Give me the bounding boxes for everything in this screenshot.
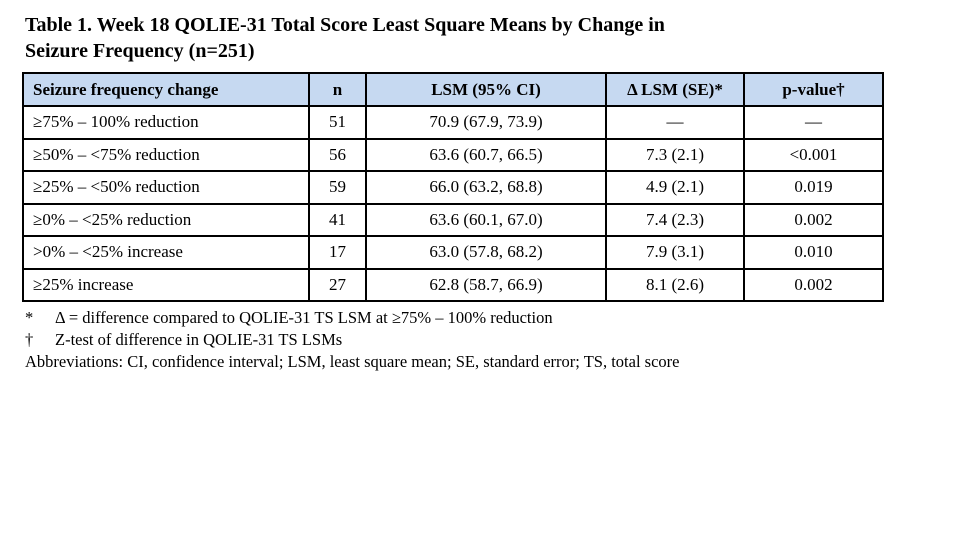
table-title-line1: Table 1. Week 18 QOLIE-31 Total Score Le… <box>25 14 665 36</box>
table-cell: ≥25% increase <box>22 267 310 302</box>
table-row: ≥50% – <75% reduction 56 63.6 (60.7, 66.5)… <box>22 137 884 172</box>
table-cell: 59 <box>308 170 367 205</box>
table-row: >0% – <25% increase 17 63.0 (57.8, 68.2) 7.… <box>22 235 884 270</box>
table-row: ≥25% increase 27 62.8 (58.7, 66.9) 8.1 (2.6… <box>22 267 884 302</box>
footnote-ztest: † Z-test of difference in QOLIE-31 TS LS… <box>25 329 960 351</box>
table-cell: 17 <box>308 235 367 270</box>
footnote-delta: * Δ = difference compared to QOLIE-31 TS… <box>25 307 960 329</box>
table-cell: 51 <box>308 105 367 140</box>
table-header-row: Seizure frequency change n LSM (95% CI) Δ L… <box>22 72 884 107</box>
abbreviations-line: Abbreviations: CI, confidence interval; … <box>25 352 680 371</box>
table-cell: ≥75% – 100% reduction <box>22 105 310 140</box>
column-header: Δ LSM (SE)* <box>605 72 745 107</box>
table-body: ≥75% – 100% reduction 51 70.9 (67.9, 73.9)… <box>22 105 884 302</box>
table-cell: 7.3 (2.1) <box>605 137 745 172</box>
table-cell: >0% – <25% increase <box>22 235 310 270</box>
table-cell: 0.002 <box>743 267 884 302</box>
table-title-line2: Seizure Frequency (n=251) <box>25 40 255 62</box>
table-cell: 63.6 (60.1, 67.0) <box>365 202 607 237</box>
column-header: LSM (95% CI) <box>365 72 607 107</box>
table-cell: <0.001 <box>743 137 884 172</box>
table-cell: ≥50% – <75% reduction <box>22 137 310 172</box>
footnotes: * Δ = difference compared to QOLIE-31 TS… <box>25 307 960 373</box>
table-cell: 0.019 <box>743 170 884 205</box>
column-header: Seizure frequency change <box>22 72 310 107</box>
table-title: Table 1. Week 18 QOLIE-31 Total Score Le… <box>25 12 960 64</box>
table-cell: 0.010 <box>743 235 884 270</box>
table-row: ≥0% – <25% reduction 41 63.6 (60.1, 67.0) 7… <box>22 202 884 237</box>
table-row: ≥25% – <50% reduction 59 66.0 (63.2, 68.8)… <box>22 170 884 205</box>
table-cell: 63.6 (60.7, 66.5) <box>365 137 607 172</box>
table-cell: 41 <box>308 202 367 237</box>
table-cell: 7.4 (2.3) <box>605 202 745 237</box>
column-header: p-value† <box>743 72 884 107</box>
table-cell: 66.0 (63.2, 68.8) <box>365 170 607 205</box>
table-cell: 63.0 (57.8, 68.2) <box>365 235 607 270</box>
table-cell: 7.9 (3.1) <box>605 235 745 270</box>
table-cell: 27 <box>308 267 367 302</box>
table-header: Seizure frequency change n LSM (95% CI) Δ L… <box>22 72 884 107</box>
table-cell: ≥25% – <50% reduction <box>22 170 310 205</box>
table-row: ≥75% – 100% reduction 51 70.9 (67.9, 73.9)… <box>22 105 884 140</box>
table-cell: 0.002 <box>743 202 884 237</box>
table-cell: ≥0% – <25% reduction <box>22 202 310 237</box>
table-cell: — <box>605 105 745 140</box>
table-cell: 56 <box>308 137 367 172</box>
table-cell: 4.9 (2.1) <box>605 170 745 205</box>
footnote-dagger-marker: † <box>25 330 34 349</box>
table-cell: 8.1 (2.6) <box>605 267 745 302</box>
table-cell: — <box>743 105 884 140</box>
results-table: Seizure frequency change n LSM (95% CI) Δ L… <box>22 72 884 302</box>
footnote-asterisk-marker: * <box>25 308 34 327</box>
footnote-dagger-text: Z-test of difference in QOLIE-31 TS LSMs <box>55 330 343 349</box>
column-header: n <box>308 72 367 107</box>
footnote-asterisk-text: Δ = difference compared to QOLIE-31 TS L… <box>55 308 553 327</box>
table-cell: 70.9 (67.9, 73.9) <box>365 105 607 140</box>
table-cell: 62.8 (58.7, 66.9) <box>365 267 607 302</box>
